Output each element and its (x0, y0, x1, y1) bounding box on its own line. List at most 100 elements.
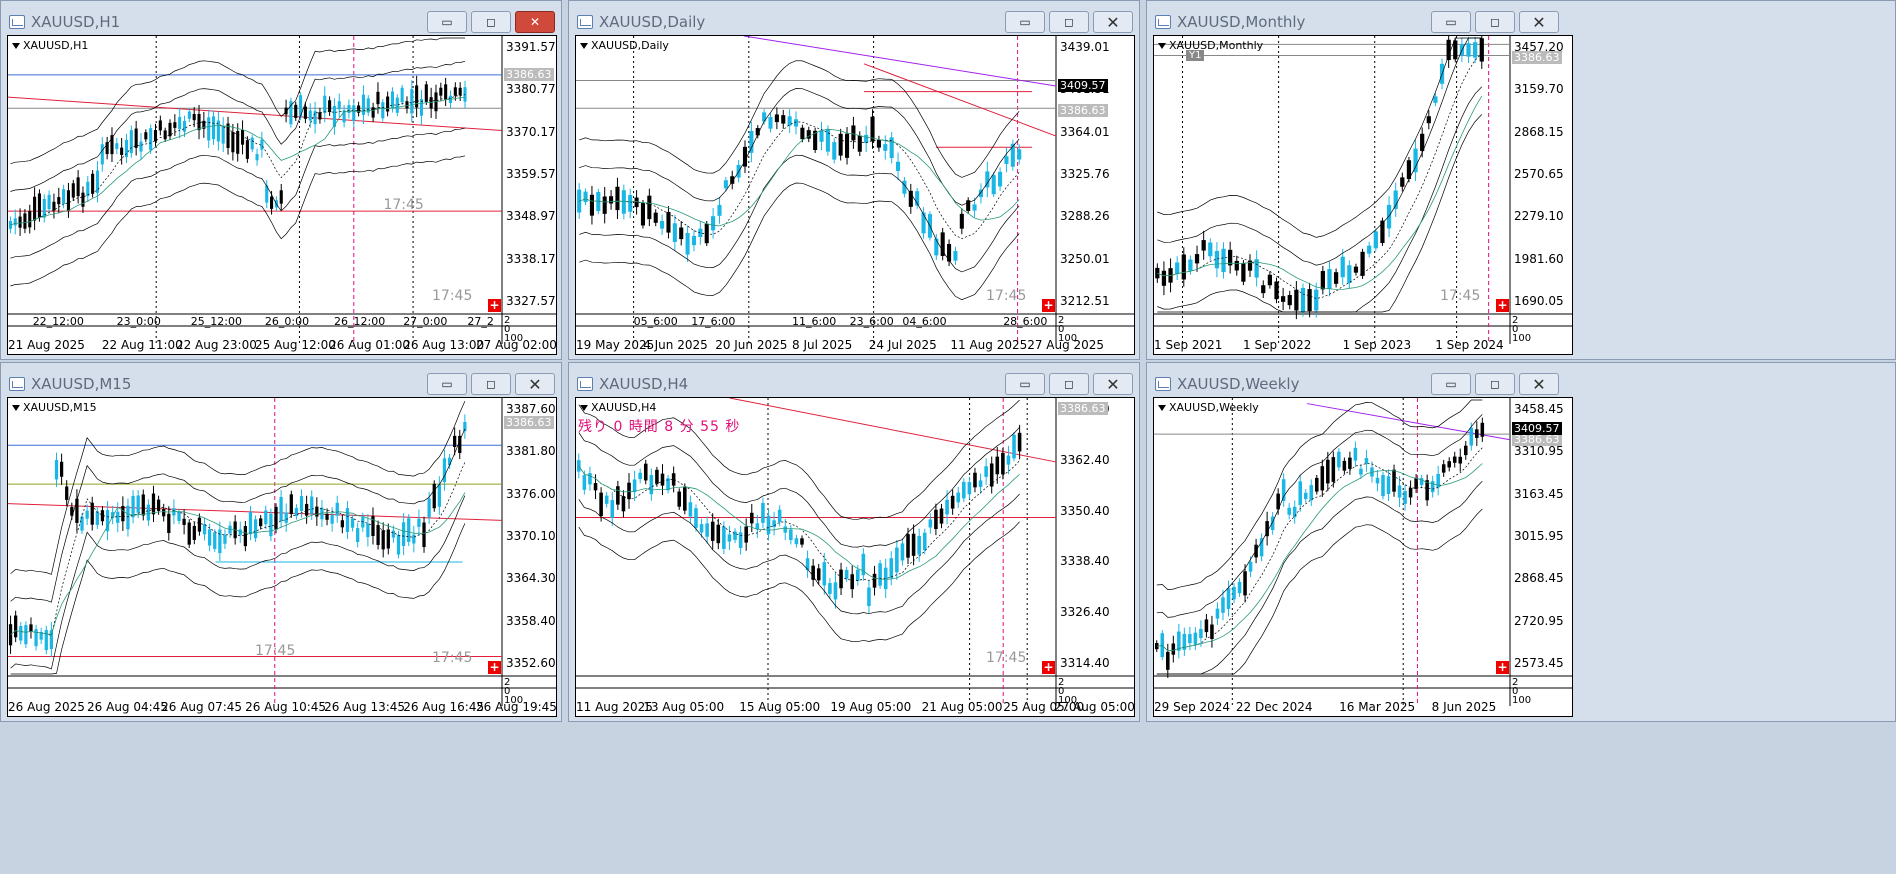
candle-body (116, 511, 120, 523)
band-line (10, 37, 465, 165)
price-tick-label: 3458.45 (1514, 402, 1564, 416)
title-bar[interactable]: XAUUSD,M15 ▭ ◻ ✕ (1, 363, 561, 405)
minimize-button[interactable]: ▭ (1005, 11, 1045, 33)
chart-window-daily[interactable]: XAUUSD,Daily ▭ ◻ ✕ XAUUSD,Daily 3439.01 34… (568, 0, 1140, 360)
candle-body (304, 503, 309, 516)
maximize-button[interactable]: ◻ (471, 373, 511, 395)
maximize-button[interactable]: ◻ (1475, 11, 1515, 33)
chart-window-m15[interactable]: XAUUSD,M15 ▭ ◻ ✕ XAUUSD,M15 3387.60 3381.8… (0, 362, 562, 722)
dropdown-arrow-icon[interactable] (12, 404, 20, 411)
candle-body (1380, 220, 1385, 244)
chart-window-h1[interactable]: XAUUSD,H1 ▭ ◻ ✕ XAUUSD,H1 3391.57 3380.77 3… (0, 0, 562, 360)
candle-body (1381, 475, 1385, 497)
title-bar[interactable]: XAUUSD,Daily ▭ ◻ ✕ (569, 1, 1139, 43)
candle-timer: 17:45 (1440, 288, 1481, 304)
minimize-button[interactable]: ▭ (427, 11, 467, 33)
dropdown-arrow-icon[interactable] (580, 404, 588, 411)
add-indicator-button[interactable]: + (1496, 298, 1509, 312)
add-indicator-button[interactable]: + (1496, 660, 1509, 674)
dropdown-arrow-icon[interactable] (1158, 404, 1166, 411)
close-icon: ✕ (1532, 12, 1546, 32)
candle-body (1175, 262, 1180, 274)
time-marker-label: 26_12:00 (334, 315, 386, 328)
candle-body (350, 518, 355, 528)
candle-body (628, 194, 633, 212)
chart-window-monthly[interactable]: XAUUSD,Monthly ▭ ◻ ✕ XAUUSD,Monthly 3457.… (1146, 0, 1896, 360)
chart-window-weekly[interactable]: XAUUSD,Weekly ▭ ◻ ✕ XAUUSD,Weekly 3458.45… (1146, 362, 1896, 722)
chart-plot[interactable]: XAUUSD,H43374.403362.403350.403338.40332… (575, 397, 1135, 717)
candle-body (458, 87, 462, 96)
close-button[interactable]: ✕ (515, 373, 555, 395)
candle-body (192, 114, 196, 121)
close-button[interactable]: ✕ (1093, 11, 1133, 33)
dropdown-arrow-icon[interactable] (1158, 42, 1166, 49)
candle-body (1199, 629, 1203, 639)
price-tick-label: 3439.01 (1060, 40, 1110, 54)
candle-body (218, 529, 222, 554)
close-button[interactable]: ✕ (1093, 373, 1133, 395)
minimize-button[interactable]: ▭ (1431, 11, 1471, 33)
candle-body (318, 112, 322, 120)
close-button[interactable]: ✕ (515, 11, 555, 33)
candle-body (400, 87, 404, 103)
subwindow-scale: 2 0 100 (1512, 677, 1532, 706)
candle-body (962, 481, 966, 499)
window-title: XAUUSD,Weekly (1177, 375, 1300, 393)
candle-body (320, 507, 324, 520)
candle-body (294, 507, 299, 516)
candle-body (1406, 160, 1412, 180)
candle-body (47, 194, 51, 210)
candle-body (653, 212, 658, 223)
dropdown-arrow-icon[interactable] (12, 42, 20, 49)
minimize-button[interactable]: ▭ (1005, 373, 1045, 395)
chart-window-h4[interactable]: XAUUSD,H4 ▭ ◻ ✕ XAUUSD,H43374.403362.403… (568, 362, 1140, 722)
candle-body (762, 112, 767, 122)
band-line (579, 154, 1020, 273)
band-line (10, 495, 466, 670)
candle-body (144, 132, 148, 140)
maximize-button[interactable]: ◻ (1049, 373, 1089, 395)
title-bar[interactable]: XAUUSD,Monthly ▭ ◻ ✕ (1147, 1, 1895, 43)
minimize-button[interactable]: ▭ (427, 373, 467, 395)
maximize-button[interactable]: ◻ (471, 11, 511, 33)
candle-body (789, 529, 793, 541)
candle-body (141, 494, 145, 516)
chart-plot[interactable]: XAUUSD,Monthly 3457.20 3159.70 2868.15 2570.… (1153, 35, 1573, 355)
chart-plot[interactable]: XAUUSD,Daily3439.013401.513364.013325.76… (575, 35, 1135, 355)
chart-plot[interactable]: XAUUSD,Weekly 3458.45 3310.95 3163.45 3015.9… (1153, 397, 1573, 717)
time-tick-label: 29 Sep 2024 (1154, 700, 1231, 714)
candle-body (867, 587, 871, 607)
candle-body (917, 535, 921, 555)
candle-body (315, 506, 319, 517)
candle-body (458, 435, 462, 453)
candle-body (973, 472, 977, 488)
chart-plot[interactable]: XAUUSD,M15 3387.60 3381.80 3376.00 3370.10 33… (7, 397, 557, 717)
minimize-button[interactable]: ▭ (1431, 373, 1471, 395)
candle-body (940, 232, 945, 256)
time-marker-label: 27_2 (467, 315, 494, 328)
title-bar[interactable]: XAUUSD,Weekly ▭ ◻ ✕ (1147, 363, 1895, 405)
title-bar[interactable]: XAUUSD,H4 ▭ ◻ ✕ (569, 363, 1139, 405)
candle-body (86, 181, 90, 197)
maximize-button[interactable]: ◻ (1049, 11, 1089, 33)
candle-body (1154, 643, 1159, 650)
candle-body (582, 475, 587, 490)
candle-body (1259, 538, 1264, 557)
candle-body (822, 562, 827, 586)
add-indicator-button[interactable]: + (488, 660, 501, 674)
time-tick-label: 27 Aug 02:00 (476, 338, 557, 352)
title-bar[interactable]: XAUUSD,H1 ▭ ◻ ✕ (1, 1, 561, 43)
close-button[interactable]: ✕ (1519, 11, 1559, 33)
add-indicator-button[interactable]: + (1042, 298, 1055, 312)
maximize-button[interactable]: ◻ (1475, 373, 1515, 395)
dropdown-arrow-icon[interactable] (580, 42, 588, 49)
minimize-icon: ▭ (441, 377, 453, 391)
candle-body (81, 192, 85, 207)
candle-body (850, 574, 854, 590)
candle-body (895, 547, 899, 573)
add-indicator-button[interactable]: + (1042, 660, 1055, 674)
close-button[interactable]: ✕ (1519, 373, 1559, 395)
candle-body (730, 176, 735, 184)
chart-plot[interactable]: XAUUSD,H1 3391.57 3380.77 3370.17 3359.57 334… (7, 35, 557, 355)
add-indicator-button[interactable]: + (488, 298, 501, 312)
